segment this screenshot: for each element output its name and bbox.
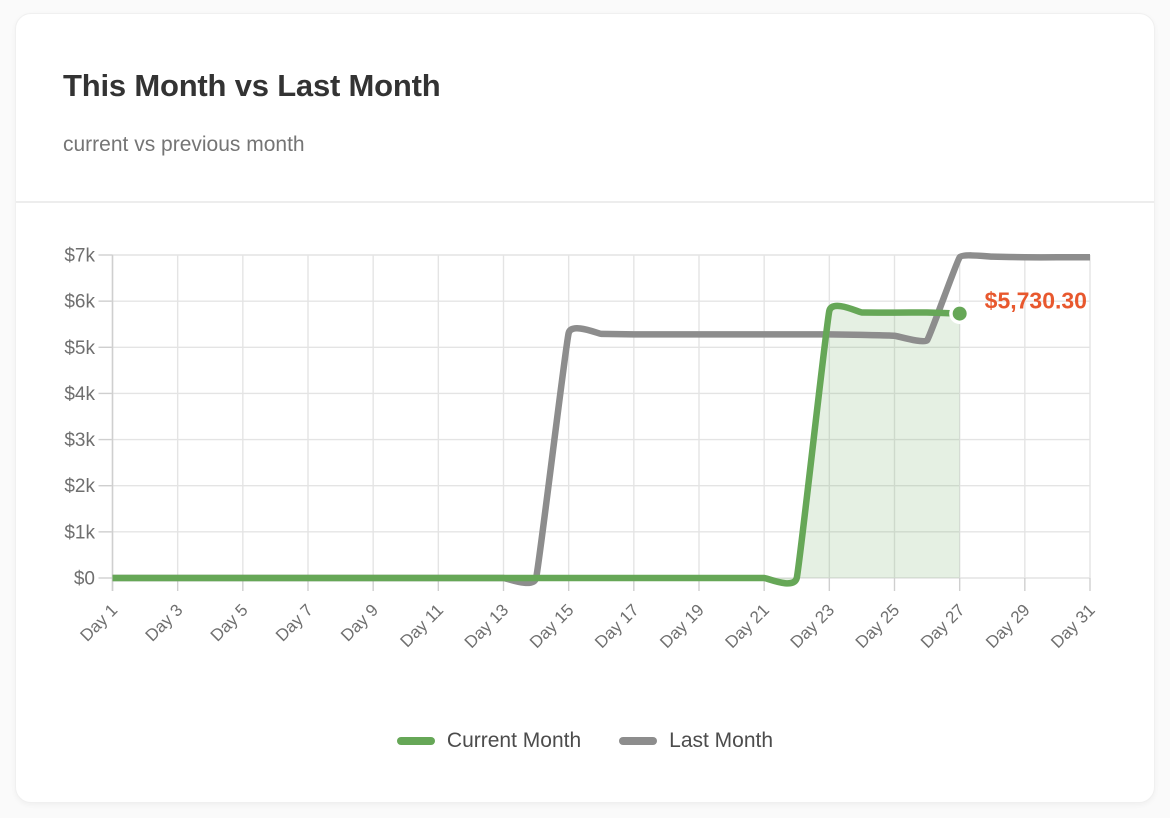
legend-item-last-month[interactable]: Last Month — [619, 729, 773, 753]
chart-card: This Month vs Last Month current vs prev… — [15, 13, 1155, 803]
legend-item-current-month[interactable]: Current Month — [396, 729, 582, 753]
legend-label-last-month: Last Month — [669, 729, 774, 752]
chart-legend: Current Month Last Month — [16, 726, 1154, 756]
legend-swatch-current-month — [396, 737, 435, 745]
legend-swatch-last-month — [619, 737, 658, 745]
page-subtitle: current vs previous month — [63, 133, 305, 156]
header-divider — [16, 201, 1154, 203]
card-header: This Month vs Last Month current vs prev… — [63, 67, 1107, 157]
legend-label-current-month: Current Month — [446, 729, 582, 752]
page-title: This Month vs Last Month — [63, 68, 441, 103]
